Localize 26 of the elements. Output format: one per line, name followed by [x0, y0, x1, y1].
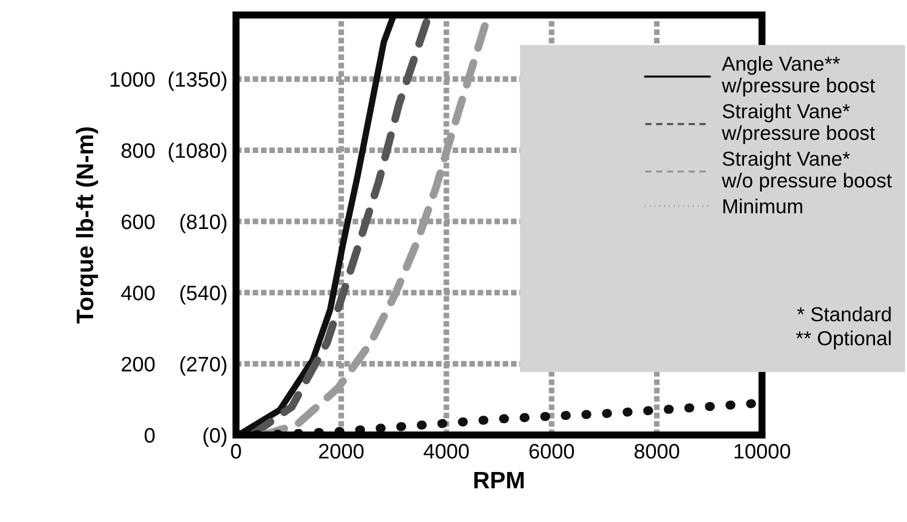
- x-tick-label: 0: [231, 444, 241, 459]
- x-tick-label: 8000: [634, 444, 680, 459]
- legend-label: Straight Vane* w/pressure boost: [722, 104, 876, 144]
- legend-label: Angle Vane** w/pressure boost: [722, 56, 876, 97]
- y2-tick-label: (270): [180, 356, 226, 376]
- legend-label: Minimum: [723, 198, 802, 214]
- y2-tick-label: (540): [180, 285, 226, 304]
- text: * Standard: [797, 306, 891, 322]
- y2-tick-label: (1350): [168, 72, 226, 91]
- x-tick-label: 2000: [319, 444, 364, 459]
- y-tick-label: 0: [144, 428, 155, 443]
- x-axis-title: RPM: [474, 472, 524, 488]
- y-tick-label: 200: [122, 356, 155, 372]
- y-tick-label: 400: [121, 286, 155, 300]
- x-tick-label: 6000: [529, 444, 574, 459]
- y2-tick-label: (1080): [168, 142, 226, 162]
- y2-tick-label: (0): [204, 427, 226, 447]
- y-axis-title: Torque lb-ft (N-m): [76, 127, 98, 324]
- legend-label: Straight Vane* w/o pressure boost: [722, 151, 892, 192]
- text: ** Optional: [796, 330, 891, 350]
- x-tick-label: 4000: [424, 444, 469, 459]
- y2-tick-label: (810): [180, 214, 226, 234]
- x-tick-label: 10000: [734, 444, 790, 459]
- y-tick-label: 1000: [110, 72, 155, 87]
- y-tick-label: 800: [122, 143, 155, 158]
- y-tick-label: 600: [122, 214, 155, 230]
